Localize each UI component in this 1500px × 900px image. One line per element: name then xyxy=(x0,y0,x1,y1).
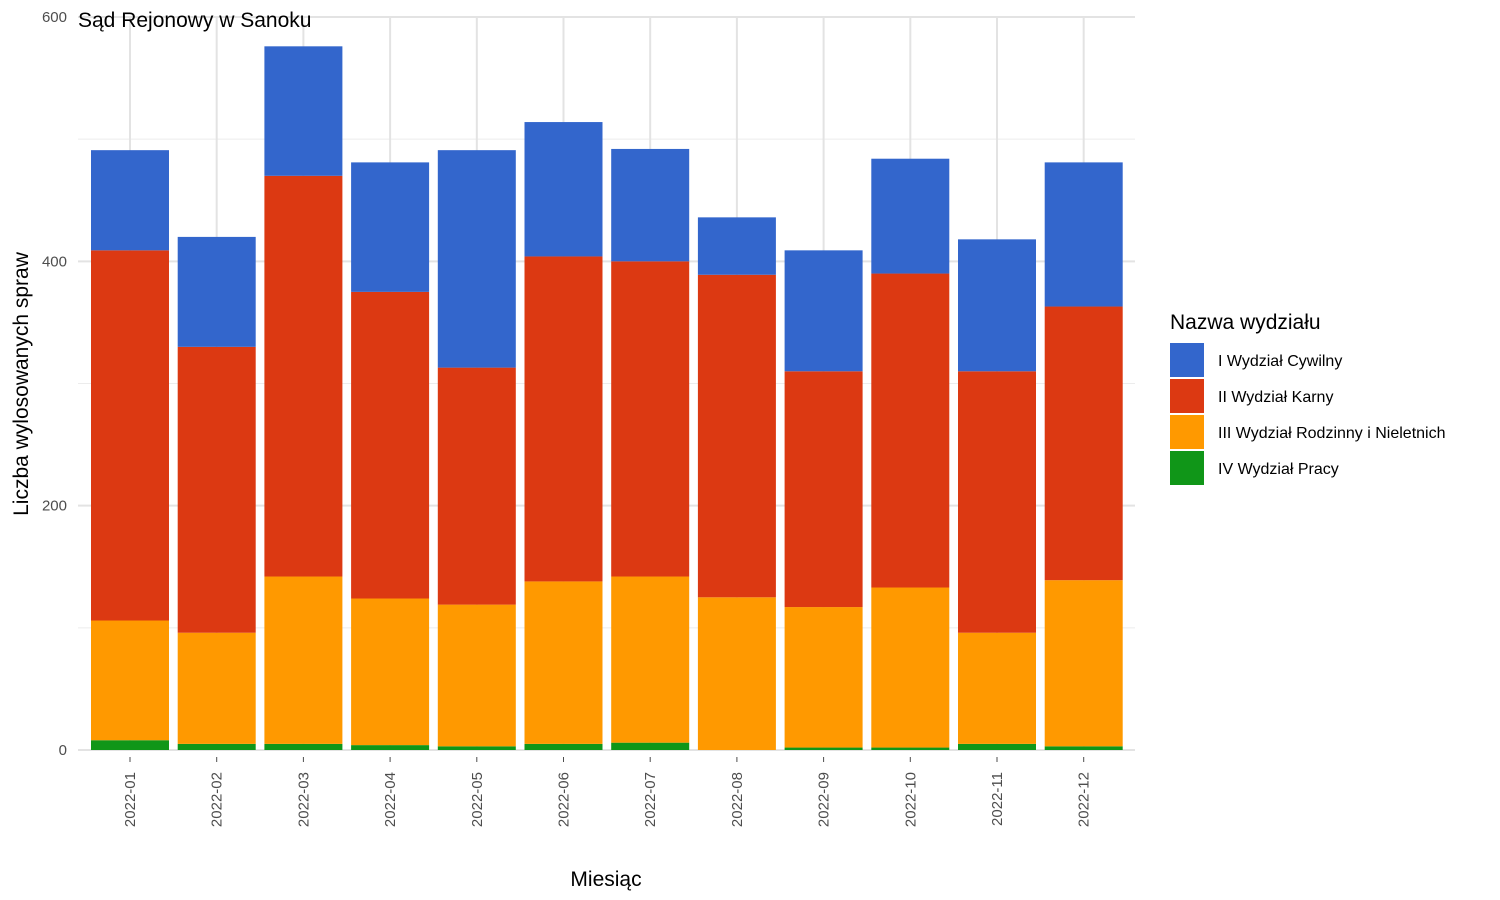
y-axis-title: Liczba wylosowanych spraw xyxy=(10,251,33,516)
bar-segment xyxy=(697,274,776,598)
bar-segment xyxy=(871,587,950,748)
bar-segment xyxy=(784,607,863,748)
bar-segment xyxy=(871,747,950,750)
legend-label: III Wydział Rodzinny i Nieletnich xyxy=(1218,425,1446,442)
bar-segment xyxy=(611,742,690,750)
bar-segment xyxy=(437,150,516,368)
bar-segment xyxy=(91,740,169,750)
bar-segment xyxy=(264,175,343,577)
bar-segment xyxy=(958,743,1036,750)
x-tick-label: 2022-01 xyxy=(122,772,139,827)
x-tick-label: 2022-10 xyxy=(902,772,919,827)
bar-segment xyxy=(91,620,169,741)
bar-segment xyxy=(697,597,776,750)
bar-segment xyxy=(437,746,516,750)
bar-segment xyxy=(611,148,690,262)
legend-swatch xyxy=(1170,343,1204,377)
bar-segment xyxy=(264,46,343,176)
x-tick-label: 2022-08 xyxy=(729,772,746,827)
bar-segment xyxy=(784,250,863,372)
bar-segment xyxy=(524,122,603,257)
x-tick-label: 2022-02 xyxy=(209,772,226,827)
x-tick-label: 2022-05 xyxy=(469,772,486,827)
y-tick-label: 0 xyxy=(59,742,67,759)
x-tick-label: 2022-09 xyxy=(816,772,833,827)
y-tick-label: 200 xyxy=(42,498,67,515)
bar-segment xyxy=(697,217,776,275)
legend-swatch xyxy=(1170,415,1204,449)
legend: Nazwa wydziału I Wydział Cywilny II Wydzi… xyxy=(1170,311,1446,485)
x-tick-label: 2022-07 xyxy=(642,772,659,827)
bar-layer xyxy=(91,46,1123,750)
y-tick-label: 600 xyxy=(42,9,67,26)
bar-segment xyxy=(351,598,430,746)
bar-segment xyxy=(351,291,430,599)
bar-segment xyxy=(1044,306,1123,581)
legend-items: I Wydział Cywilny II Wydział Karny III Wyd… xyxy=(1170,343,1446,485)
bar-segment xyxy=(1044,162,1123,307)
legend-label: II Wydział Karny xyxy=(1218,389,1333,406)
bar-segment xyxy=(524,581,603,744)
bar-segment xyxy=(91,250,169,621)
bar-segment xyxy=(958,239,1036,372)
bar-segment xyxy=(437,367,516,605)
bar-segment xyxy=(784,371,863,608)
x-tick-label: 2022-11 xyxy=(989,772,1006,826)
bar-segment xyxy=(1044,746,1123,750)
bar-segment xyxy=(784,747,863,750)
bar-segment xyxy=(524,256,603,582)
bar-segment xyxy=(177,346,256,633)
bar-segment xyxy=(264,743,343,750)
legend-label: IV Wydział Pracy xyxy=(1218,461,1339,478)
y-tick-label: 400 xyxy=(42,253,67,270)
bar-segment xyxy=(958,371,1036,633)
bar-segment xyxy=(1044,580,1123,747)
x-tick-label: 2022-12 xyxy=(1076,772,1093,827)
bar-segment xyxy=(524,743,603,750)
x-tick-label: 2022-03 xyxy=(295,772,312,827)
x-tick-label: 2022-04 xyxy=(382,772,399,827)
bar-segment xyxy=(871,273,950,588)
bar-segment xyxy=(351,162,430,292)
x-axis-title: Miesiąc xyxy=(570,868,641,891)
legend-title: Nazwa wydziału xyxy=(1170,311,1321,334)
legend-swatch xyxy=(1170,451,1204,485)
bar-segment xyxy=(871,158,950,274)
bar-segment xyxy=(177,632,256,744)
legend-label: I Wydział Cywilny xyxy=(1218,353,1342,370)
bar-segment xyxy=(351,745,430,750)
bar-segment xyxy=(177,236,256,347)
bar-segment xyxy=(611,261,690,577)
bar-segment xyxy=(437,604,516,747)
chart-title: Sąd Rejonowy w Sanoku xyxy=(78,9,311,32)
bar-segment xyxy=(611,576,690,743)
bar-segment xyxy=(958,632,1036,744)
bar-segment xyxy=(91,150,169,251)
x-tick-label: 2022-06 xyxy=(556,772,573,827)
bar-segment xyxy=(177,743,256,750)
bar-segment xyxy=(264,576,343,744)
legend-swatch xyxy=(1170,379,1204,413)
axis-layer: 0 200 400 600 2022-01 2022-02 2022-03 2022-04 20… xyxy=(42,9,1093,827)
